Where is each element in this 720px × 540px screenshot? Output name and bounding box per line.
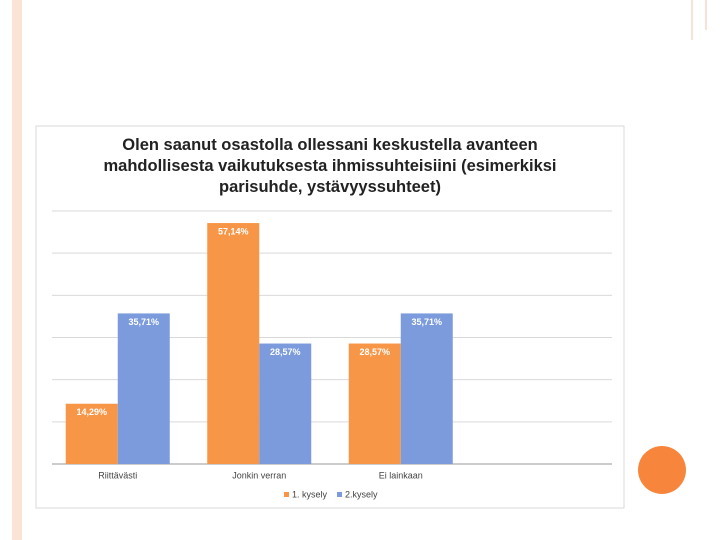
x-tick-label: Ei lainkaan bbox=[379, 470, 423, 480]
slide-circle bbox=[638, 446, 686, 494]
x-tick-label: Jonkin verran bbox=[232, 470, 286, 480]
chart-title: Olen saanut osastolla ollessani keskuste… bbox=[103, 136, 557, 196]
value-label: 14,29% bbox=[76, 407, 107, 417]
legend-label: 2.kysely bbox=[345, 489, 378, 499]
slide-border bbox=[12, 0, 20, 540]
bar bbox=[400, 313, 453, 464]
value-label: 28,57% bbox=[270, 347, 301, 357]
legend-swatch bbox=[284, 492, 289, 497]
legend-swatch bbox=[337, 492, 343, 497]
value-label: 35,71% bbox=[411, 317, 442, 327]
value-label: 28,57% bbox=[359, 347, 390, 357]
legend-label: 1. kysely bbox=[292, 489, 328, 499]
bar bbox=[259, 343, 312, 464]
x-tick-label: Riittävästi bbox=[98, 470, 137, 480]
bar bbox=[348, 343, 401, 464]
value-label: 57,14% bbox=[218, 226, 249, 236]
value-label: 35,71% bbox=[128, 317, 159, 327]
bar bbox=[117, 313, 170, 464]
bar bbox=[207, 223, 260, 464]
bar bbox=[65, 403, 118, 464]
